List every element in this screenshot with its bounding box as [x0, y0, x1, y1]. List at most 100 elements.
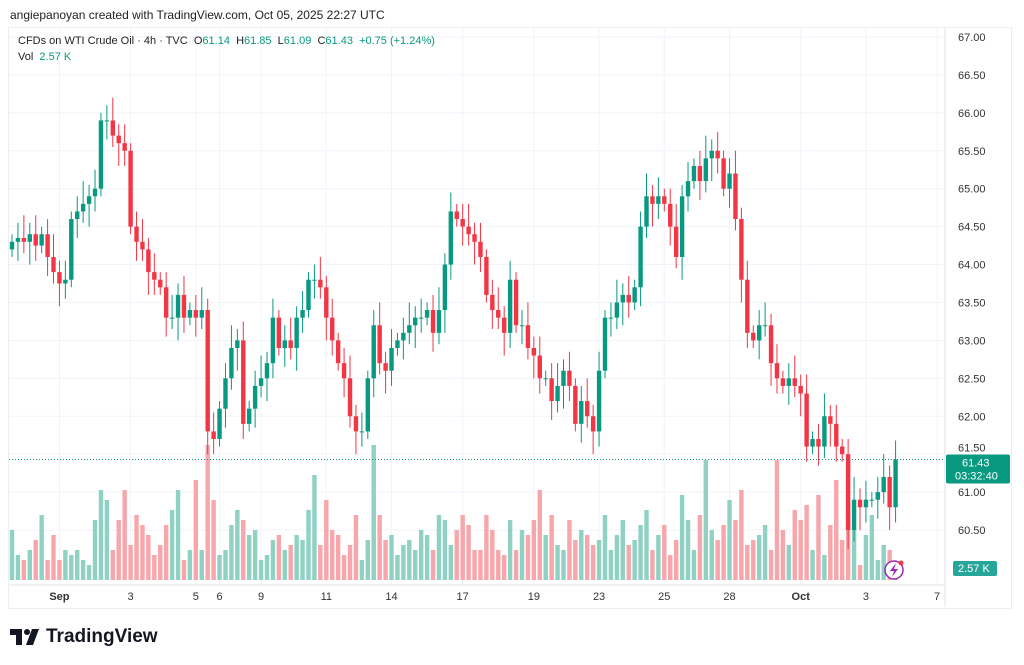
- volume-bar: [241, 520, 246, 580]
- candle-body: [519, 325, 525, 327]
- volume-bar: [567, 520, 572, 580]
- volume-bar: [756, 535, 762, 580]
- candle-body: [857, 499, 863, 508]
- volume-bar: [341, 555, 347, 580]
- volume-bar: [134, 515, 139, 580]
- volume-bar: [863, 535, 869, 580]
- volume-bar: [561, 550, 566, 580]
- candle-body: [644, 196, 649, 227]
- candle-body: [697, 165, 703, 182]
- candle-body: [335, 340, 341, 364]
- volume-bar: [146, 535, 151, 580]
- y-tick-label: 64.50: [958, 222, 986, 234]
- volume-bar: [525, 535, 531, 580]
- candle-body: [668, 203, 673, 227]
- volume-bar: [252, 530, 258, 580]
- volume-bar: [63, 550, 68, 580]
- candle-body: [306, 279, 311, 311]
- volume-bar: [531, 520, 537, 580]
- volume-bar: [822, 555, 827, 580]
- volume-bar: [519, 530, 525, 580]
- candle-body: [531, 347, 537, 356]
- tradingview-logo-icon: [10, 629, 39, 645]
- candle-body: [69, 219, 74, 280]
- candle-body: [656, 196, 661, 204]
- candle-body: [662, 196, 667, 204]
- author-credit: angiepanoyan created with TradingView.co…: [10, 8, 385, 22]
- candle-body: [318, 279, 323, 288]
- volume-bar: [98, 490, 104, 580]
- candle-body: [460, 219, 465, 227]
- close-label: C: [317, 35, 326, 47]
- candle-body: [881, 476, 886, 493]
- candle-body: [756, 325, 762, 341]
- volume-bar: [152, 555, 157, 580]
- candle-body: [217, 408, 222, 440]
- volume-bar: [555, 545, 560, 580]
- volume-bar: [673, 540, 679, 580]
- volume-bar: [116, 520, 121, 580]
- volume-bar: [128, 545, 133, 580]
- candle-body: [490, 294, 495, 311]
- volume-bar: [638, 525, 643, 580]
- candle-body: [620, 294, 625, 303]
- candle-body: [567, 370, 572, 386]
- volume-bar: [484, 515, 489, 580]
- low-label: L: [277, 35, 284, 47]
- volume-bar: [69, 555, 74, 580]
- candle-body: [602, 317, 608, 371]
- candle-body: [300, 310, 305, 318]
- volume-bar: [478, 550, 483, 580]
- candle-body: [15, 238, 21, 242]
- candle-body: [288, 340, 293, 348]
- y-tick-label: 60.50: [958, 525, 986, 537]
- volume-bar: [211, 500, 216, 580]
- volume-bar: [21, 560, 27, 580]
- candle-body: [585, 401, 590, 417]
- volume-bar: [264, 555, 270, 580]
- x-tick-label: 19: [528, 591, 540, 603]
- candle-body: [241, 340, 246, 424]
- candle-body: [39, 234, 44, 246]
- candle-body: [555, 385, 560, 402]
- volume-bar: [33, 540, 38, 580]
- candle-body: [383, 363, 388, 371]
- volume-bar: [389, 535, 394, 580]
- candle-body: [122, 143, 127, 151]
- volume-bar: [92, 520, 98, 580]
- volume-bar: [312, 475, 317, 580]
- volume-bar: [217, 555, 222, 580]
- volume-bar: [501, 555, 507, 580]
- candle-body: [543, 378, 548, 380]
- volume-bar: [9, 530, 15, 580]
- candle-body: [691, 165, 697, 182]
- volume-bar: [330, 530, 335, 580]
- candle-body: [104, 120, 110, 122]
- volume-bar: [424, 535, 430, 580]
- candle-body: [45, 234, 50, 257]
- volume-value: 2.57 K: [39, 51, 72, 63]
- x-tick-label: 5: [193, 591, 199, 603]
- tradingview-logo[interactable]: TradingView: [10, 626, 158, 648]
- y-tick-label: 66.00: [958, 108, 986, 120]
- candle-body: [252, 385, 258, 409]
- candle-body: [413, 317, 418, 326]
- candle-body: [851, 499, 857, 531]
- candle-body: [484, 256, 489, 295]
- candle-body: [501, 317, 507, 333]
- candle-body: [762, 325, 768, 327]
- candle-body: [739, 219, 744, 280]
- volume-bar: [507, 520, 513, 580]
- volume-bar: [27, 550, 32, 580]
- volume-bar: [472, 550, 477, 580]
- volume-bar: [579, 530, 584, 580]
- volume-bar: [762, 525, 768, 580]
- volume-bar: [75, 550, 80, 580]
- candle-body: [365, 378, 370, 432]
- volume-badge-value: 2.57 K: [958, 563, 990, 575]
- candle-body: [525, 325, 531, 348]
- candle-body: [715, 150, 720, 159]
- candle-body: [869, 499, 875, 501]
- volume-bar: [691, 550, 697, 580]
